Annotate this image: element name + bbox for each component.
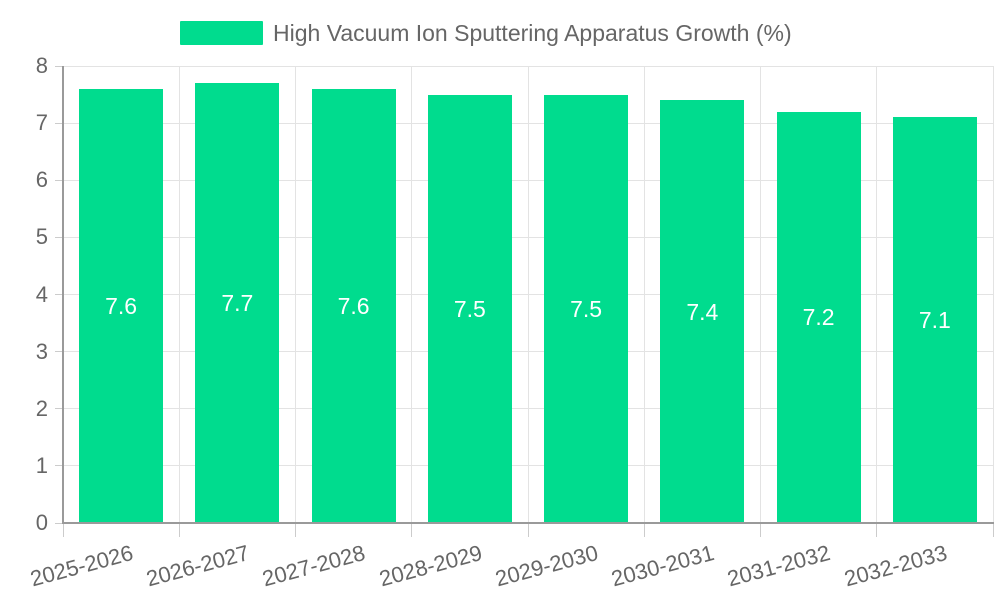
legend-label: High Vacuum Ion Sputtering Apparatus Gro… <box>273 20 792 46</box>
bar-value-label: 7.7 <box>221 290 254 317</box>
gridline-vertical <box>760 66 761 523</box>
gridline-vertical <box>411 66 413 523</box>
bar-value-label: 7.1 <box>918 307 951 334</box>
bar-value-label: 7.6 <box>337 292 370 319</box>
x-axis-tick <box>178 523 180 537</box>
x-axis-tick-label: 2032-2033 <box>841 540 950 592</box>
legend-item[interactable]: High Vacuum Ion Sputtering Apparatus Gro… <box>180 19 792 47</box>
bar[interactable] <box>892 117 977 523</box>
y-axis-tick <box>55 65 63 67</box>
y-axis-tick-label: 1 <box>35 452 48 478</box>
y-axis-tick <box>55 408 63 410</box>
bar-value-label: 7.2 <box>802 304 835 331</box>
gridline-vertical <box>295 66 296 523</box>
gridline-vertical <box>992 66 994 523</box>
x-axis-tick-label: 2028-2029 <box>376 540 485 592</box>
x-axis-tick-label: 2029-2030 <box>492 540 601 592</box>
y-axis-tick-label: 5 <box>35 224 48 250</box>
x-axis-tick-label: 2031-2032 <box>724 540 834 592</box>
x-axis-tick <box>760 523 761 537</box>
x-axis-tick <box>643 523 645 537</box>
y-axis-tick-label: 8 <box>35 53 48 78</box>
bar[interactable] <box>311 88 396 523</box>
y-axis-tick-label: 4 <box>35 281 48 307</box>
y-axis-tick <box>55 294 63 295</box>
x-axis-line <box>62 522 994 524</box>
gridline-vertical <box>178 66 180 523</box>
x-axis-tick-label: 2030-2031 <box>608 540 717 592</box>
y-axis-tick-label: 2 <box>35 395 48 421</box>
x-axis-tick <box>992 523 994 537</box>
x-axis-tick <box>62 523 64 537</box>
bar[interactable] <box>544 94 629 523</box>
x-axis-tick-label: 2027-2028 <box>259 540 369 592</box>
bar-value-label: 7.6 <box>105 292 138 319</box>
y-axis-line <box>62 66 64 524</box>
x-axis-tick <box>411 523 413 537</box>
bar[interactable] <box>660 100 745 523</box>
bar[interactable] <box>776 111 861 523</box>
y-axis-tick <box>55 522 63 524</box>
y-axis-tick-label: 3 <box>35 338 48 364</box>
y-axis-tick <box>55 236 63 238</box>
y-axis-tick <box>55 122 63 124</box>
x-axis-tick <box>527 523 529 537</box>
bar-value-label: 7.4 <box>686 298 719 325</box>
x-axis-tick-label: 2026-2027 <box>143 540 252 592</box>
y-axis-tick <box>55 351 63 353</box>
y-axis-tick <box>55 179 63 181</box>
y-axis-tick-label: 6 <box>35 167 48 193</box>
y-axis-tick-label: 7 <box>35 110 48 136</box>
bar[interactable] <box>427 94 512 523</box>
y-axis-tick-label: 0 <box>35 510 48 535</box>
bar[interactable] <box>195 83 280 523</box>
bar[interactable] <box>79 88 164 523</box>
legend-swatch <box>180 21 263 45</box>
x-axis-tick <box>876 523 878 537</box>
gridline-vertical <box>876 66 878 523</box>
bar-value-label: 7.5 <box>570 295 603 322</box>
y-axis-tick <box>55 465 63 467</box>
gridline-vertical <box>643 66 645 523</box>
bar-value-label: 7.5 <box>453 295 486 322</box>
gridline-vertical <box>527 66 529 523</box>
x-axis-tick <box>295 523 296 537</box>
x-axis-tick-label: 2025-2026 <box>27 540 136 592</box>
